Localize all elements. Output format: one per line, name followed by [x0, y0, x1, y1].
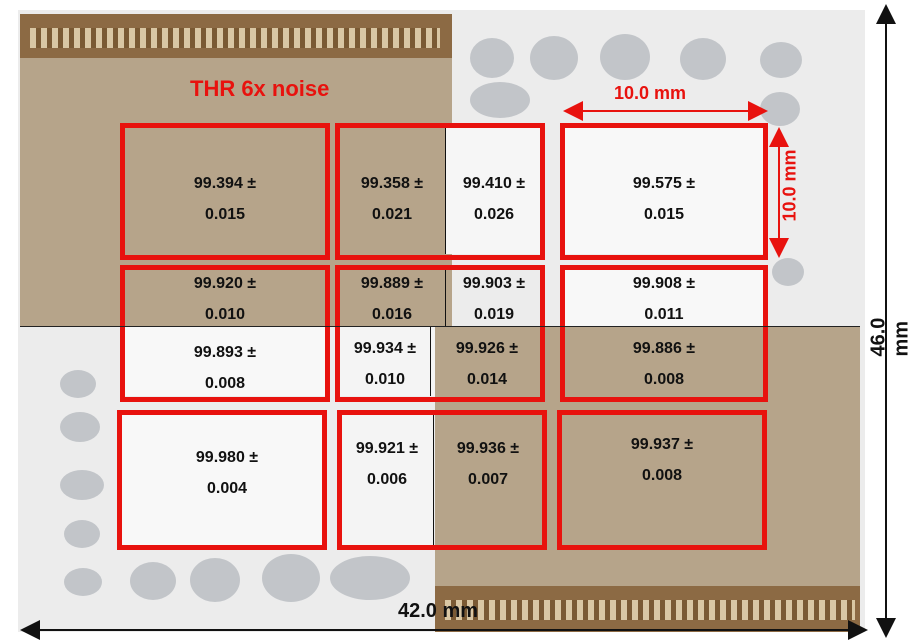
bump-dot: [262, 554, 320, 602]
value-r1c0b: 99.893 ±0.008: [193, 344, 257, 392]
bump-dot: [130, 562, 176, 600]
frame-r0c0: [120, 123, 330, 260]
light-panel: [565, 270, 763, 326]
bump-dot: [760, 42, 802, 78]
light-panel: [125, 326, 327, 396]
frame-r1c2: [560, 265, 768, 402]
light-panel: [445, 128, 541, 254]
value-r0c1a: 99.358 ±0.021: [360, 175, 424, 223]
divider-line: [445, 128, 446, 254]
bump-dot: [470, 82, 530, 118]
light-panel: [342, 415, 434, 545]
height-10mm-label: 10.0 mm: [779, 149, 800, 222]
divider-line: [445, 270, 446, 326]
bottom-right-sensor-region: [435, 326, 860, 586]
bump-dot: [190, 558, 240, 602]
height-46mm-label: 46.0 mm: [867, 317, 913, 357]
bottom-bond-pads: [445, 600, 855, 620]
value-r2c1a: 99.921 ±0.006: [355, 440, 419, 488]
value-r2c0: 99.980 ±0.004: [195, 449, 259, 497]
bump-dot: [60, 412, 100, 442]
threshold-title: THR 6x noise: [190, 76, 330, 101]
bump-dot: [470, 38, 514, 78]
top-left-sensor-region: [20, 58, 452, 326]
bump-dot: [60, 470, 104, 500]
bump-dot: [60, 370, 96, 398]
divider-line: [430, 326, 431, 396]
frame-r2c1: [337, 410, 547, 550]
light-panel: [122, 415, 324, 545]
value-r2c2: 99.937 ±0.008: [630, 436, 694, 484]
width-42mm-label: 42.0 mm: [398, 600, 479, 622]
value-r0c1b: 99.410 ±0.026: [462, 175, 526, 223]
value-r0c0: 99.394 ±0.015: [193, 175, 257, 223]
divider-line: [433, 415, 434, 545]
value-r1c1a: 99.889 ±0.016: [360, 275, 424, 323]
frame-r2c2: [557, 410, 767, 550]
bump-dot: [64, 520, 100, 548]
frame-r1c1: [335, 265, 545, 402]
bump-dot: [680, 38, 726, 80]
bump-dot: [530, 36, 578, 80]
light-panel: [565, 128, 763, 254]
light-panel: [340, 326, 435, 396]
value-r1c2a: 99.908 ±0.011: [632, 275, 696, 323]
value-r1c1d: 99.926 ±0.014: [455, 340, 519, 388]
bump-dot: [330, 556, 410, 600]
value-r1c1b: 99.903 ±0.019: [462, 275, 526, 323]
value-r1c1c: 99.934 ±0.010: [353, 340, 417, 388]
frame-r0c1: [335, 123, 545, 260]
bump-dot: [772, 258, 804, 286]
bump-dot: [64, 568, 102, 596]
frame-r2c0: [117, 410, 327, 550]
value-r1c0a: 99.920 ±0.010: [193, 275, 257, 323]
value-r2c1b: 99.936 ±0.007: [456, 440, 520, 488]
bump-dot: [600, 34, 650, 80]
frame-r1c0: [120, 265, 330, 402]
value-r1c2b: 99.886 ±0.008: [632, 340, 696, 388]
value-r0c2: 99.575 ±0.015: [632, 175, 696, 223]
top-bond-pads: [30, 28, 440, 48]
frame-r0c2: [560, 123, 768, 260]
divider-line: [20, 326, 860, 327]
width-10mm-label: 10.0 mm: [614, 83, 687, 103]
